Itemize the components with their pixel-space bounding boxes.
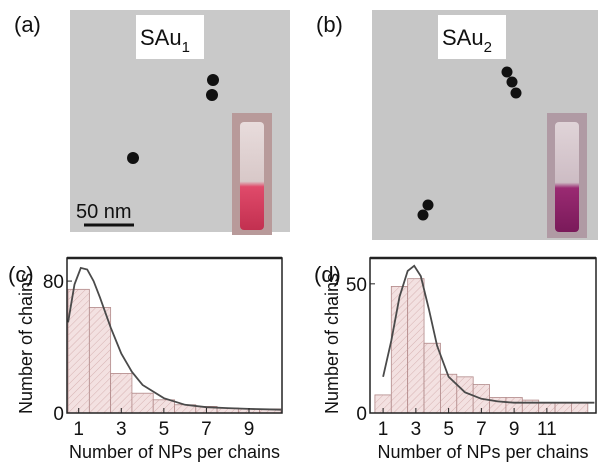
nanoparticle	[417, 209, 429, 221]
fit-curve	[382, 264, 595, 404]
x-tick-label: 9	[509, 419, 520, 440]
bar-hatch	[131, 393, 154, 413]
y-tick-label: 50	[346, 275, 367, 296]
x-axis-label: Number of NPs per chains	[377, 442, 588, 462]
x-tick-label: 7	[476, 419, 487, 440]
sample-subscript: 1	[182, 39, 190, 56]
nanoparticle	[501, 66, 513, 78]
x-tick-label: 9	[244, 419, 255, 440]
panel-label: (b)	[316, 12, 343, 37]
bar-hatch	[424, 343, 441, 413]
x-tick-label: 11	[537, 419, 557, 440]
nanoparticle	[206, 89, 218, 101]
nanoparticle	[510, 87, 522, 99]
bar-hatch	[174, 404, 196, 413]
bar-hatch	[407, 278, 425, 413]
bar-hatch	[110, 373, 132, 413]
y-tick-label: 0	[53, 404, 64, 425]
panel-label: (c)	[8, 262, 34, 287]
nanoparticle	[422, 199, 434, 211]
bar-hatch	[555, 402, 572, 413]
x-tick-label: 3	[116, 419, 127, 440]
x-tick-label: 3	[411, 419, 422, 440]
sample-label-box	[438, 15, 506, 59]
bar-hatch	[68, 289, 90, 413]
sample-label: SAu2	[442, 25, 492, 56]
y-axis-label: Number of chains	[322, 273, 342, 414]
x-tick-label: 5	[443, 419, 454, 440]
x-tick-label: 5	[159, 419, 170, 440]
sample-name: SAu	[140, 25, 182, 50]
y-tick-label: 0	[356, 404, 367, 425]
nanoparticle	[127, 152, 139, 164]
bar-hatch	[374, 394, 392, 413]
sample-subscript: 2	[484, 39, 492, 56]
panel-label: (a)	[14, 12, 41, 37]
sample-name: SAu	[442, 25, 484, 50]
bar-hatch	[153, 399, 175, 413]
sample-label-box	[136, 15, 204, 59]
y-tick-label: 80	[43, 272, 64, 293]
bar-hatch	[259, 408, 281, 413]
bar-hatch	[571, 402, 588, 413]
vial	[240, 122, 264, 230]
nanoparticle	[506, 76, 518, 88]
x-tick-label: 1	[73, 419, 84, 440]
nanoparticle	[207, 74, 219, 86]
sample-label: SAu1	[140, 25, 190, 56]
bar-hatch	[217, 408, 239, 413]
bar-hatch	[391, 286, 408, 413]
scale-bar-label: 50 nm	[76, 201, 132, 223]
fit-curve	[67, 266, 281, 411]
x-tick-label: 1	[378, 419, 389, 440]
tem-image-b	[372, 10, 598, 240]
tem-image-a	[70, 10, 290, 235]
y-axis-label: Number of chains	[16, 273, 36, 414]
bar-hatch	[89, 307, 111, 413]
panel-label: (d)	[314, 262, 341, 287]
bar-hatch	[456, 376, 474, 413]
x-axis-label: Number of NPs per chains	[69, 442, 280, 462]
vial	[555, 122, 579, 232]
x-tick-label: 7	[201, 419, 212, 440]
bar-hatch	[505, 397, 523, 413]
bar-hatch	[538, 402, 556, 413]
bar-hatch	[440, 374, 457, 413]
